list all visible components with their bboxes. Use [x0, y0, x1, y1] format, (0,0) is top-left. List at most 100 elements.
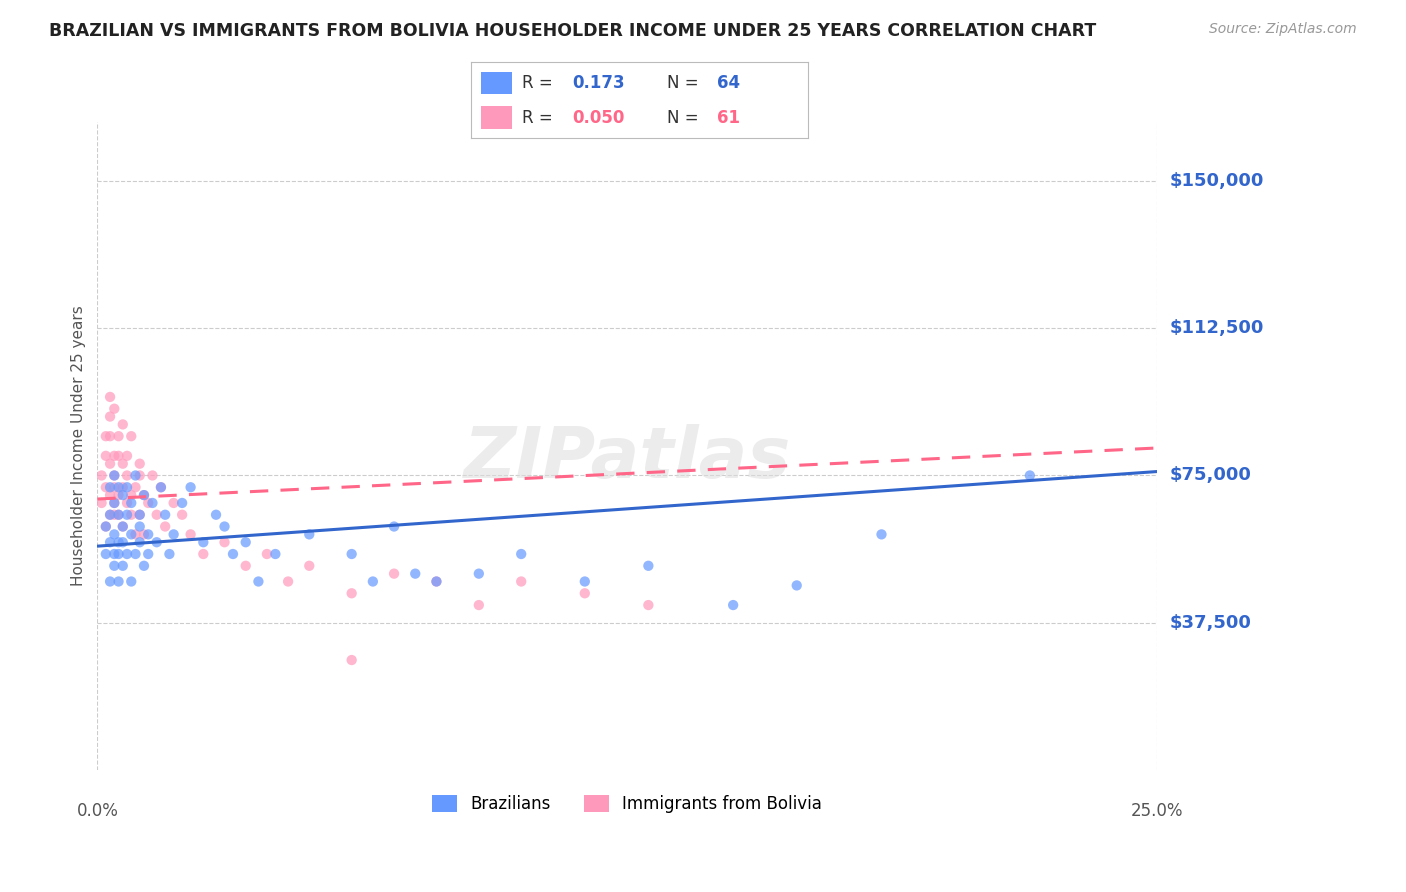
Y-axis label: Householder Income Under 25 years: Householder Income Under 25 years: [72, 306, 86, 586]
Point: [235, 558, 257, 573]
Text: $150,000: $150,000: [1170, 172, 1264, 190]
Point: [124, 480, 146, 494]
Point: [163, 496, 186, 510]
Point: [94, 480, 117, 494]
Point: [120, 429, 142, 443]
Point: [361, 574, 384, 589]
Point: [149, 480, 172, 494]
Point: [120, 508, 142, 522]
Point: [103, 508, 125, 522]
Point: [136, 527, 159, 541]
Point: [115, 496, 138, 510]
Point: [111, 558, 134, 573]
Point: [145, 508, 167, 522]
Point: [1018, 468, 1040, 483]
Point: [98, 390, 121, 404]
Point: [340, 586, 363, 600]
Text: $37,500: $37,500: [1170, 614, 1251, 632]
Point: [107, 535, 129, 549]
Point: [721, 598, 744, 612]
Point: [107, 508, 129, 522]
Point: [277, 574, 299, 589]
Point: [214, 519, 236, 533]
Point: [153, 519, 176, 533]
Point: [103, 449, 125, 463]
Point: [107, 480, 129, 494]
Point: [103, 558, 125, 573]
Point: [115, 508, 138, 522]
Point: [340, 547, 363, 561]
Point: [98, 488, 121, 502]
Point: [124, 527, 146, 541]
Point: [111, 519, 134, 533]
Point: [340, 653, 363, 667]
Point: [382, 566, 405, 581]
Point: [115, 449, 138, 463]
Point: [107, 508, 129, 522]
Point: [98, 480, 121, 494]
Point: [136, 547, 159, 561]
Text: $112,500: $112,500: [1170, 319, 1264, 337]
Point: [107, 429, 129, 443]
Text: 25.0%: 25.0%: [1130, 803, 1184, 821]
Point: [120, 574, 142, 589]
Point: [141, 496, 163, 510]
Point: [128, 457, 150, 471]
Point: [132, 527, 155, 541]
Point: [145, 535, 167, 549]
Point: [94, 449, 117, 463]
Point: [103, 547, 125, 561]
Point: [90, 496, 112, 510]
Point: [103, 468, 125, 483]
Point: [98, 457, 121, 471]
Point: [786, 578, 808, 592]
Point: [111, 417, 134, 432]
Point: [510, 547, 533, 561]
Point: [574, 586, 596, 600]
Point: [107, 574, 129, 589]
Point: [136, 496, 159, 510]
Point: [94, 429, 117, 443]
Point: [132, 488, 155, 502]
Point: [222, 547, 245, 561]
Text: 61: 61: [717, 109, 741, 127]
Text: 0.050: 0.050: [572, 109, 624, 127]
Point: [404, 566, 426, 581]
Point: [510, 574, 533, 589]
Point: [94, 519, 117, 533]
Point: [128, 519, 150, 533]
Point: [180, 480, 202, 494]
Legend: Brazilians, Immigrants from Bolivia: Brazilians, Immigrants from Bolivia: [426, 789, 830, 820]
Point: [193, 547, 215, 561]
Point: [111, 488, 134, 502]
Point: [163, 527, 186, 541]
Point: [111, 535, 134, 549]
Text: 0.173: 0.173: [572, 74, 624, 92]
Point: [98, 574, 121, 589]
Point: [107, 488, 129, 502]
Point: [111, 457, 134, 471]
Point: [115, 468, 138, 483]
Point: [98, 429, 121, 443]
Point: [103, 527, 125, 541]
Point: [153, 508, 176, 522]
Point: [120, 496, 142, 510]
Point: [637, 558, 659, 573]
Point: [264, 547, 287, 561]
Text: R =: R =: [522, 74, 553, 92]
Text: R =: R =: [522, 109, 553, 127]
Point: [247, 574, 270, 589]
Point: [205, 508, 228, 522]
Point: [107, 547, 129, 561]
Point: [235, 535, 257, 549]
Point: [468, 598, 491, 612]
Point: [103, 496, 125, 510]
Point: [132, 488, 155, 502]
Point: [98, 508, 121, 522]
Text: ZIPatlas: ZIPatlas: [464, 425, 790, 493]
Point: [103, 468, 125, 483]
Point: [298, 558, 321, 573]
Point: [425, 574, 447, 589]
Point: [172, 496, 194, 510]
Point: [637, 598, 659, 612]
